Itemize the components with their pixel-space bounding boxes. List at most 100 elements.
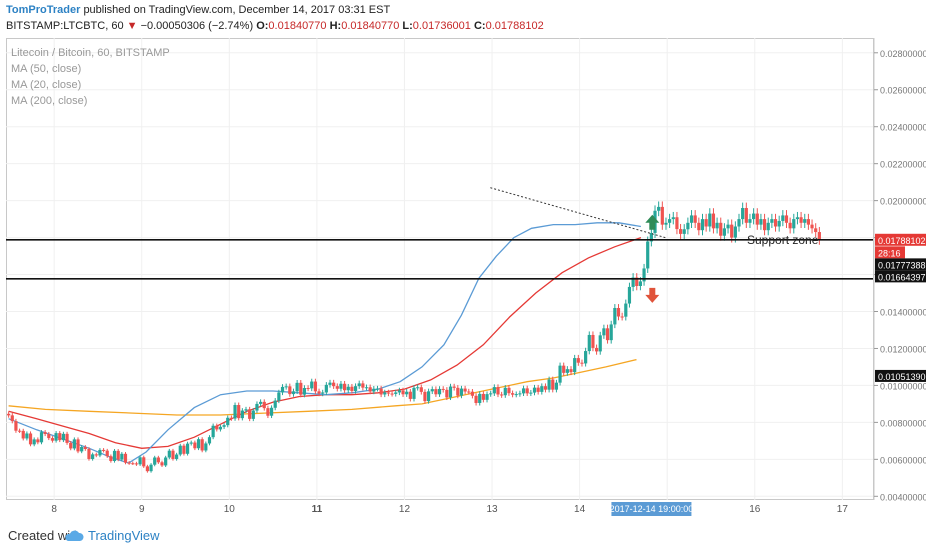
legend-ma200[interactable]: MA (200, close) [11, 95, 87, 107]
symbol-label: BITSTAMP:LTCBTC, 60 [6, 20, 124, 32]
candle-body [737, 219, 741, 227]
candle-body [766, 222, 770, 231]
price-tick-label: 0.02200000 [880, 160, 926, 170]
price-axis[interactable]: 0.02800000 0.02600000 0.02400000 0.02200000… [874, 49, 928, 503]
candle-body [394, 392, 398, 394]
candle-body [682, 229, 686, 234]
author-link[interactable]: TomProTrader [6, 4, 81, 16]
candle-body [299, 382, 303, 395]
candle-body [627, 286, 632, 304]
candle-body [448, 386, 453, 398]
price-tick-label: 0.02800000 [880, 49, 926, 59]
price-tag-label: 28:16 [878, 248, 901, 258]
candle-body [375, 388, 380, 390]
candle-body [507, 387, 511, 394]
candle-body [61, 433, 66, 441]
candle-body [616, 307, 621, 317]
candle-body [21, 430, 25, 439]
candle-body [708, 213, 712, 227]
candle-body [609, 324, 613, 341]
candle-body [83, 446, 87, 449]
candle-body [770, 219, 774, 223]
candle-body [207, 437, 212, 444]
candle-body [554, 382, 559, 390]
candle-body [193, 442, 197, 449]
open-label: O: [256, 20, 269, 32]
candle-body [211, 425, 215, 438]
candle-body [255, 403, 259, 411]
candle-body [638, 281, 643, 287]
candle-body [562, 365, 566, 373]
legend-ma50[interactable]: MA (50, close) [11, 63, 81, 75]
candle-body [87, 448, 91, 459]
candle-body [178, 445, 182, 455]
candle-body [357, 383, 361, 387]
tradingview-brand-link[interactable]: TradingView [88, 528, 160, 543]
time-tick-label: 8 [51, 504, 57, 515]
candle-body [69, 442, 73, 449]
candle-body [120, 453, 124, 460]
candle-body [744, 208, 748, 223]
time-axis[interactable]: 8910111213141516172017-12-14 19:00:00 [51, 502, 848, 516]
candle-body [145, 466, 149, 472]
price-tick-label: 0.00400000 [880, 492, 926, 502]
created-with-text: Created with [8, 528, 81, 543]
time-tick-label: 17 [837, 504, 849, 515]
published-text: published on TradingView.com, December 1… [83, 4, 391, 16]
candle-body [803, 219, 807, 223]
candle-body [700, 219, 705, 231]
candle-body [324, 384, 328, 393]
chart-area[interactable]: Support zone 0.02800000 0.02600000 0.02400… [6, 38, 928, 518]
candle-body [302, 388, 307, 395]
candle-body [43, 432, 47, 435]
candle-body [273, 400, 277, 408]
candle-body [196, 439, 201, 449]
price-tag-label: 0.01664397 [878, 272, 926, 282]
candle-body [799, 217, 803, 223]
price-chart[interactable]: Support zone 0.02800000 0.02600000 0.02400… [6, 38, 928, 518]
candle-body [762, 219, 767, 231]
price-tick-label: 0.01000000 [880, 381, 926, 391]
candle-body [280, 386, 285, 393]
candle-body [226, 417, 230, 426]
candle-body [127, 462, 131, 464]
candle-body [419, 387, 423, 392]
price-tag-box [875, 233, 927, 246]
price-tick-label: 0.01200000 [880, 344, 926, 354]
candle-body [361, 383, 365, 388]
time-tick-label: 12 [399, 504, 411, 515]
candle-body [715, 222, 719, 229]
candle-body [752, 213, 756, 220]
candle-body [65, 433, 69, 443]
candle-body [218, 426, 223, 430]
candle-body [346, 386, 350, 391]
candle-body [401, 390, 405, 395]
candle-body [335, 386, 339, 389]
high-value: 0.01840770 [341, 20, 400, 32]
tradingview-cloud-icon[interactable] [64, 529, 84, 543]
candle-body [470, 391, 475, 396]
high-label: H: [329, 20, 342, 32]
candle-body [598, 335, 602, 352]
candle-body [445, 389, 449, 398]
legend-ma20[interactable]: MA (20, close) [11, 79, 81, 91]
price-tag-label: 0.01788102 [878, 236, 926, 246]
candle-body [631, 277, 635, 287]
candle-body [580, 362, 584, 364]
candle-body [94, 454, 98, 456]
candle-body [149, 464, 153, 472]
candle-body [784, 215, 789, 223]
candle-body [671, 217, 675, 220]
candle-body [543, 386, 548, 390]
candle-body [167, 450, 171, 458]
candle-body [353, 386, 358, 391]
price-tick-label: 0.02400000 [880, 123, 926, 133]
candle-body [430, 389, 434, 392]
candle-body [101, 449, 106, 451]
price-tag-label: 0.01051390 [878, 372, 926, 382]
candle-body [489, 393, 493, 395]
candle-body [788, 222, 792, 229]
candle-body [233, 405, 237, 419]
candle-body [748, 219, 752, 223]
candle-body [536, 387, 540, 392]
